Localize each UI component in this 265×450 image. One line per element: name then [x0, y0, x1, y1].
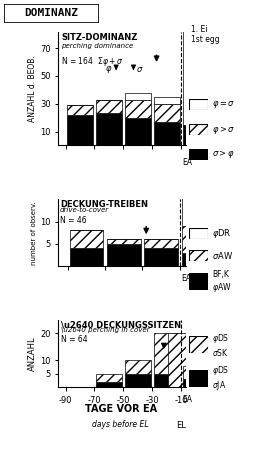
- Text: 1. Ei
1st egg: 1. Ei 1st egg: [191, 25, 219, 44]
- Text: N = 164  $\Sigma\varphi+\sigma$: N = 164 $\Sigma\varphi+\sigma$: [61, 55, 124, 68]
- Bar: [96, 374, 122, 382]
- Text: $\sigma>\varphi$: $\sigma>\varphi$: [212, 148, 235, 160]
- Bar: [125, 99, 151, 117]
- Bar: [96, 99, 122, 113]
- Text: DOMINANZ: DOMINANZ: [25, 8, 79, 18]
- Text: \u2640 perching in cover: \u2640 perching in cover: [61, 327, 150, 333]
- Y-axis label: ANZAHL d. BEOB.: ANZAHL d. BEOB.: [28, 55, 37, 122]
- Bar: [154, 104, 180, 122]
- Text: $\varphi$DS
$\sigma$JA: $\varphi$DS $\sigma$JA: [212, 364, 229, 392]
- Text: DECKUNG-TREIBEN: DECKUNG-TREIBEN: [60, 200, 148, 209]
- Bar: [154, 122, 180, 145]
- Bar: [154, 374, 180, 387]
- Y-axis label: number of observ.: number of observ.: [31, 201, 37, 265]
- Bar: [182, 168, 197, 226]
- Bar: [144, 239, 178, 248]
- Text: $\varphi$DR: $\varphi$DR: [212, 227, 232, 239]
- Bar: [96, 382, 122, 387]
- Text: SITZ-DOMINANZ: SITZ-DOMINANZ: [61, 33, 138, 42]
- Bar: [144, 248, 178, 266]
- Bar: [183, 365, 194, 379]
- Text: $\sigma$AW: $\sigma$AW: [212, 250, 233, 261]
- Bar: [69, 230, 103, 248]
- Bar: [168, 333, 194, 387]
- Text: days before EL: days before EL: [92, 419, 149, 428]
- Text: $\varphi$DS
$\sigma$SK: $\varphi$DS $\sigma$SK: [212, 332, 229, 357]
- Bar: [125, 374, 151, 387]
- Bar: [67, 115, 93, 145]
- Text: drive-to-cover: drive-to-cover: [60, 207, 109, 213]
- Bar: [69, 248, 103, 266]
- Y-axis label: ANZAHL: ANZAHL: [28, 336, 37, 371]
- Text: N = 64: N = 64: [61, 335, 88, 344]
- Text: $\varphi=\sigma$: $\varphi=\sigma$: [212, 99, 235, 110]
- Bar: [67, 105, 93, 115]
- Text: \u2640 DECKUNGSSITZEN: \u2640 DECKUNGSSITZEN: [61, 320, 181, 329]
- Bar: [183, 125, 194, 145]
- Text: $\varphi$: $\varphi$: [105, 63, 112, 75]
- Text: BF,K
$\varphi$AW: BF,K $\varphi$AW: [212, 270, 232, 293]
- Bar: [182, 226, 197, 253]
- Bar: [107, 239, 141, 244]
- Bar: [125, 93, 151, 99]
- Bar: [154, 97, 180, 104]
- Text: EA: EA: [182, 395, 192, 404]
- Text: EL: EL: [176, 421, 187, 430]
- Text: $\sigma$: $\sigma$: [136, 64, 144, 73]
- Text: $\varphi>\sigma$: $\varphi>\sigma$: [212, 124, 235, 135]
- Text: TAGE VOR EA: TAGE VOR EA: [85, 404, 157, 414]
- Bar: [182, 253, 197, 266]
- Text: EA: EA: [182, 158, 192, 167]
- Bar: [154, 333, 180, 374]
- Text: EA: EA: [181, 274, 191, 283]
- Text: N = 46: N = 46: [60, 216, 87, 225]
- Text: perching dominance: perching dominance: [61, 43, 134, 49]
- Bar: [183, 379, 194, 387]
- Bar: [96, 113, 122, 145]
- Bar: [107, 244, 141, 266]
- Bar: [183, 20, 194, 125]
- Bar: [125, 117, 151, 145]
- Bar: [125, 360, 151, 373]
